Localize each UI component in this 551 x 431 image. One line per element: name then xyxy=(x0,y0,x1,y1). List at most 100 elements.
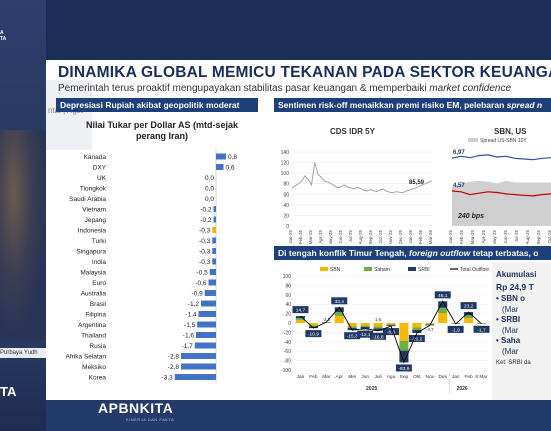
flow-x-tick: Des xyxy=(438,374,447,380)
flow-y-tick: -80 xyxy=(284,359,291,365)
fx-bar xyxy=(181,363,216,370)
flow-total-label-bg xyxy=(434,291,451,299)
flow-bar-segment xyxy=(373,323,383,327)
fx-bar xyxy=(196,332,216,338)
flow-extra-label: -3,6 xyxy=(322,317,330,322)
panel-right-top-header-plain: Sentimen risk-off menaikkan premi risiko… xyxy=(278,100,507,110)
yield-x-tick: Jun-25 xyxy=(503,230,508,244)
fx-value-label: -0,5 xyxy=(197,270,209,277)
side-note-item: • SRBI xyxy=(496,315,521,324)
cds-y-tick: 40 xyxy=(283,203,289,209)
flow-y-tick: 100 xyxy=(283,274,292,280)
fx-category-label: Tiongkok xyxy=(80,186,107,193)
flow-bar-segment xyxy=(295,319,305,323)
fx-bar xyxy=(198,311,216,317)
cds-y-tick: 100 xyxy=(281,171,290,177)
yield-ust-label: 4,57 xyxy=(453,183,465,189)
yield-chart-title: SBN, US xyxy=(494,127,527,136)
cds-y-tick: 140 xyxy=(281,150,290,156)
side-note-footnote: Ket: SRBI da xyxy=(496,360,531,366)
flow-extra-label: 1,6 xyxy=(375,317,382,322)
flow-total-label: -6,6 xyxy=(387,330,396,336)
slide-subtitle: Pemerintah terus proaktif mengupayakan s… xyxy=(58,83,511,94)
flow-bar-segment xyxy=(308,325,318,327)
fx-category-label: Meksiko xyxy=(82,364,106,371)
fx-category-label: Singapura xyxy=(76,249,106,256)
fx-value-label: -1,2 xyxy=(188,301,200,308)
flow-bar-segment xyxy=(295,318,305,320)
fx-category-label: Australia xyxy=(81,291,107,298)
flow-total-label: -12,1 xyxy=(360,332,371,338)
fx-bar xyxy=(212,248,216,254)
flow-x-tick: Nov xyxy=(426,374,435,380)
flow-x-tick: Apr xyxy=(336,374,344,380)
flow-bar-segment xyxy=(399,350,409,363)
fx-depreciation-chart: Nilai Tukar per Dollar AS (mtd-sejakpera… xyxy=(66,120,239,383)
flow-total-label: -83,9 xyxy=(398,366,409,372)
cds-y-tick: 60 xyxy=(283,192,289,198)
fx-bar xyxy=(181,353,216,359)
yield-legend-label: Spread US-SBN 10Y xyxy=(480,138,527,144)
yield-x-tick: Feb-25 xyxy=(459,230,464,244)
foreign-flow-chart: SBN Saham SRBI Total Outflow 100 80 60 40 20 0 -20… xyxy=(281,267,490,394)
fx-value-label: -1,5 xyxy=(184,322,196,329)
side-note: Akumulasi Rp 24,9 T • SBN o (Mar • SRBI (… xyxy=(492,262,551,400)
left-brand-text: TA xyxy=(0,384,17,399)
fx-category-label: Saudi Arabia xyxy=(69,196,106,203)
cds-y-tick: 80 xyxy=(283,182,289,188)
fx-value-label: -1,7 xyxy=(182,343,194,350)
cds-x-tick: Apr-25 xyxy=(318,230,323,244)
yield-x-tick: May-25 xyxy=(492,230,497,244)
fx-value-label: -2,8 xyxy=(168,354,180,361)
fx-value-label: -2,8 xyxy=(168,364,180,371)
flow-bar-segment xyxy=(425,324,435,325)
flow-legend-swatch xyxy=(364,267,372,271)
fx-category-label: India xyxy=(92,259,106,266)
yield-spread-chart: SBN, US Spread US-SBN 10Y 6,97 4,57 240 bps J… xyxy=(448,127,551,244)
cds-chart-title: CDS IDR 5Y xyxy=(330,127,376,136)
panel-right-bottom-header-italic: foreign outflow xyxy=(408,248,471,258)
flow-legend-swatch xyxy=(408,267,416,271)
flow-total-label-bg xyxy=(383,328,399,336)
flow-total-label: -1,9 xyxy=(452,327,461,333)
flow-y-tick: -60 xyxy=(284,349,291,355)
side-note-heading: Akumulasi xyxy=(496,270,537,279)
flow-x-tick: Mar xyxy=(322,374,331,380)
flow-y-tick: -20 xyxy=(284,330,291,336)
yield-sbn-label: 6,97 xyxy=(453,150,465,156)
flow-x-tick: Jun xyxy=(361,374,369,380)
flow-x-tick: Feb xyxy=(309,374,318,380)
flow-bar-segment xyxy=(308,323,318,326)
flow-total-label: -1,7 xyxy=(477,327,486,333)
flow-x-tick: Mei xyxy=(348,374,356,380)
fx-value-label: 0,0 xyxy=(205,175,214,182)
flow-bar-segment xyxy=(373,328,383,331)
fx-value-label: -0,6 xyxy=(195,280,207,287)
fx-value-label: -0,2 xyxy=(200,207,212,214)
yield-x-tick: Jan-25 xyxy=(448,230,453,244)
flow-total-label: -16,6 xyxy=(373,334,384,340)
cds-x-tick: Feb-26 xyxy=(418,230,423,244)
fx-value-label: 0,8 xyxy=(228,154,237,161)
flow-bar-segment xyxy=(438,307,448,314)
fx-value-label: -3,3 xyxy=(162,375,174,382)
presentation-slide: ntai | Agst DINAMIKA GLOBAL MEMICU TEKAN… xyxy=(46,60,551,400)
flow-x-tick: Okt xyxy=(413,374,421,380)
flow-total-label-bg xyxy=(357,330,374,338)
flow-bar-segment xyxy=(386,323,396,325)
broadcast-logo: A TA xyxy=(0,30,7,42)
flow-bar-segment xyxy=(360,323,370,326)
fx-value-label: -0,3 xyxy=(199,259,211,266)
flow-y-tick: 40 xyxy=(285,302,291,308)
flow-total-label: -21,2 xyxy=(411,336,422,342)
fx-bar xyxy=(212,258,216,265)
flow-legend-label: SBN xyxy=(330,267,341,273)
fx-category-label: Euro xyxy=(92,280,106,287)
cds-line xyxy=(291,162,433,194)
flow-y-tick: 80 xyxy=(285,283,291,289)
fx-category-label: Rusia xyxy=(89,343,106,350)
fx-value-label: -0,3 xyxy=(199,249,211,256)
flow-legend-label: Total Outflow xyxy=(460,267,489,273)
side-note-item: (Mar xyxy=(502,304,519,314)
fx-category-label: Afrika Selatan xyxy=(66,354,107,361)
